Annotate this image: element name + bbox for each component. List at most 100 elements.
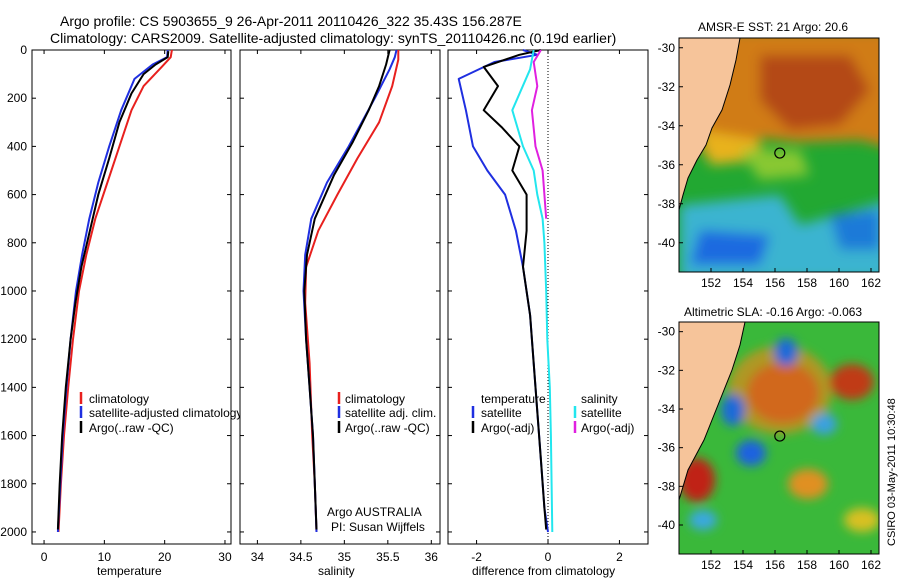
difference-tick-group: -2 0 2	[448, 49, 648, 564]
depth-tick-label: 200	[7, 91, 27, 105]
map-lon-label: 162	[861, 276, 881, 290]
temperature-series-argo-raw-qc-	[56, 51, 170, 530]
legend-label-climatology: climatology	[345, 392, 405, 406]
difference-series-group	[457, 49, 554, 533]
depth-tick-label: 1000	[0, 284, 27, 298]
x-tick-label: 34.5	[289, 550, 313, 564]
sst-cold-core-east	[830, 210, 879, 250]
header-line2: Climatology: CARS2009. Satellite-adjuste…	[50, 30, 616, 46]
depth-tick-label: 1800	[0, 477, 27, 491]
map-lat-label: -40	[658, 518, 676, 532]
sst-land	[679, 38, 740, 210]
sla-high-east	[830, 364, 874, 400]
x-tick-label: 34	[251, 550, 265, 564]
difference-series-argo-adj-	[530, 49, 548, 219]
difference-panel: -2 0 2 difference from climatology tempera…	[447, 49, 649, 578]
map-lon-label: 160	[829, 558, 849, 572]
depth-tick-label: 1600	[0, 429, 27, 443]
sla-map-frame	[678, 321, 880, 555]
legend-label-climatology: climatology	[89, 392, 149, 406]
sla-high-halo	[728, 346, 832, 434]
csiro-timestamp: CSIRO 03-May-2011 10:30:48	[886, 398, 898, 546]
map-lat-label: -38	[658, 197, 676, 211]
sst-map-ticks: 152 154 156 158 160 162 -30 -32 -34 -36 -38 -40	[658, 41, 882, 290]
depth-tick-label: 0	[20, 43, 27, 57]
sla-mid-southeast	[844, 508, 879, 532]
difference-series-satellite	[511, 49, 554, 533]
difference-legend: temperature satellite Argo(-adj) salinit…	[471, 392, 634, 435]
sst-color-blobs	[680, 38, 879, 272]
map-lon-label: 154	[733, 558, 753, 572]
legend-title-temperature: temperature	[481, 392, 546, 406]
temperature-legend: climatology satellite-adjusted climatolo…	[79, 392, 242, 435]
legend-label-sal-argo: Argo(-adj)	[581, 421, 634, 435]
float-program-label: Argo AUSTRALIA	[327, 505, 422, 519]
legend-title-salinity: salinity	[581, 392, 618, 406]
depth-tick-label: 600	[7, 188, 27, 202]
x-tick-label: 2	[616, 550, 623, 564]
temperature-tick-group: 0 10 20 30	[32, 49, 232, 564]
depth-tick-label: 2000	[0, 525, 27, 539]
depth-tick-label: 800	[7, 236, 27, 250]
temperature-axes-box	[31, 49, 232, 545]
difference-series-argo-adj-	[482, 49, 548, 530]
map-lat-label: -34	[658, 402, 676, 416]
map-lon-label: 154	[733, 276, 753, 290]
x-tick-label: 20	[158, 550, 172, 564]
depth-tick-label: 1400	[0, 380, 27, 394]
map-lat-label: -34	[658, 119, 676, 133]
x-tick-label: 35	[338, 550, 352, 564]
map-lon-label: 152	[701, 276, 721, 290]
salinity-panel: 34 34.5 35 35.5 36 salinity climatology sate…	[239, 49, 441, 578]
legend-label-satellite: satellite adj. clim.	[345, 406, 436, 420]
depth-tick-label: 1200	[0, 332, 27, 346]
map-lat-label: -40	[658, 236, 676, 250]
temperature-panel: 0 10 20 30 0 200 400 600 800 1000 1200 1400 1600 180…	[0, 43, 242, 578]
sla-coastline	[679, 322, 746, 501]
map-lon-label: 152	[701, 558, 721, 572]
salinity-axes-box	[239, 49, 441, 545]
salinity-series-argo-raw-qc-	[303, 49, 391, 530]
sst-map-frame	[678, 37, 880, 273]
sst-hot-core	[760, 55, 870, 130]
sst-map-title: AMSR-E SST: 21 Argo: 20.6	[698, 20, 848, 34]
map-lat-label: -32	[658, 80, 676, 94]
salinity-xlabel: salinity	[318, 564, 355, 578]
temperature-series-climatology	[57, 49, 173, 533]
header-line1: Argo profile: CS 5903655_9 26-Apr-2011 2…	[60, 13, 522, 29]
sst-map-field	[679, 38, 879, 272]
temperature-xlabel: temperature	[97, 564, 162, 578]
legend-label-argo: Argo(..raw -QC)	[345, 421, 430, 435]
sla-map-title: Altimetric SLA: -0.16 Argo: -0.063	[684, 305, 862, 319]
salinity-series-group	[302, 49, 400, 533]
salinity-tick-group: 34 34.5 35 35.5 36	[240, 49, 440, 564]
map-lon-label: 160	[829, 276, 849, 290]
sla-low-center	[736, 440, 766, 466]
sst-cold-core	[690, 230, 770, 265]
map-lat-label: -32	[658, 363, 676, 377]
sla-map-ticks: 152 154 156 158 160 162 -30 -32 -34 -36 -38 -40	[658, 325, 882, 572]
map-lat-label: -30	[658, 41, 676, 55]
x-tick-label: 0	[41, 550, 48, 564]
legend-label-argo: Argo(..raw -QC)	[89, 421, 174, 435]
depth-tick-label: 400	[7, 139, 27, 153]
sla-high-south	[788, 469, 828, 499]
sla-low-north	[774, 338, 798, 366]
map-lat-label: -36	[658, 158, 676, 172]
x-tick-label: 36	[425, 550, 439, 564]
map-lon-label: 162	[861, 558, 881, 572]
sla-map-field	[679, 322, 879, 554]
sst-map-panel: AMSR-E SST: 21 Argo: 20.6 152 154 156 158 16…	[658, 20, 882, 290]
sst-front-green	[740, 150, 810, 180]
float-pi-label: PI: Susan Wijffels	[331, 520, 425, 534]
sla-low-west	[721, 394, 745, 426]
x-tick-label: 35.5	[376, 550, 400, 564]
difference-xlabel: difference from climatology	[472, 564, 615, 578]
depth-tick-labels: 0 200 400 600 800 1000 1200 1400 1600 1800 2000	[0, 43, 27, 539]
legend-label-temp-satellite: satellite	[481, 406, 522, 420]
x-tick-label: -2	[471, 550, 482, 564]
map-lat-label: -36	[658, 441, 676, 455]
sla-argo-position-marker	[774, 430, 786, 442]
sst-coastline	[679, 38, 741, 211]
